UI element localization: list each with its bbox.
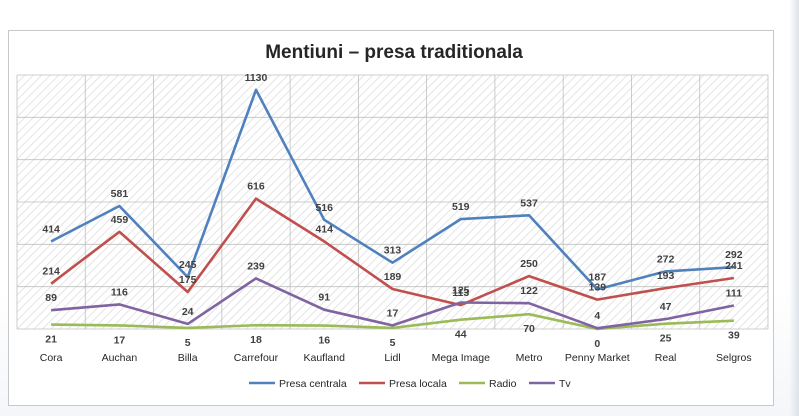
data-label: 111 bbox=[726, 288, 743, 300]
data-label: 519 bbox=[452, 201, 470, 213]
data-label: 5 bbox=[390, 337, 396, 349]
legend-item: Radio bbox=[459, 378, 517, 390]
legend-label: Tv bbox=[559, 378, 571, 390]
x-tick-label: Carrefour bbox=[234, 352, 279, 364]
data-label: 250 bbox=[520, 258, 538, 270]
x-tick-label: Selgros bbox=[716, 352, 752, 364]
x-tick-label: Cora bbox=[40, 352, 63, 364]
data-label: 21 bbox=[45, 334, 57, 346]
data-label: 537 bbox=[520, 197, 538, 209]
data-label: 24 bbox=[182, 306, 194, 318]
legend-item: Presa locala bbox=[359, 378, 447, 390]
data-label: 17 bbox=[387, 307, 399, 319]
data-label: 91 bbox=[318, 292, 330, 304]
data-label: 581 bbox=[111, 188, 129, 200]
x-axis-labels: Cora Auchan Billa Carrefour Kaufland Lidl Mega… bbox=[40, 352, 752, 364]
data-label: 193 bbox=[657, 270, 675, 282]
data-label: 214 bbox=[42, 266, 60, 278]
data-label: 292 bbox=[725, 249, 743, 261]
data-label: 5 bbox=[185, 337, 191, 349]
data-label: 39 bbox=[728, 330, 740, 342]
data-label: 17 bbox=[114, 334, 126, 346]
legend: Presa centrala Presa locala Radio Tv bbox=[249, 378, 571, 390]
data-label: 4 bbox=[594, 310, 600, 322]
legend-item: Tv bbox=[529, 378, 571, 390]
data-label: 245 bbox=[179, 259, 197, 271]
x-tick-label: Mega Image bbox=[432, 352, 491, 364]
data-label: 1130 bbox=[245, 72, 268, 84]
data-label: 18 bbox=[250, 334, 262, 346]
slide-edge bbox=[789, 0, 799, 416]
data-label: 239 bbox=[247, 260, 265, 272]
data-label: 313 bbox=[384, 245, 402, 257]
data-label: 616 bbox=[247, 181, 265, 193]
gridlines bbox=[16, 74, 769, 330]
data-label: 272 bbox=[657, 253, 675, 265]
x-tick-label: Kaufland bbox=[304, 352, 346, 364]
x-tick-label: Penny Market bbox=[565, 352, 630, 364]
data-label: 113 bbox=[452, 287, 469, 299]
data-label: 516 bbox=[315, 202, 333, 214]
series-line-tv bbox=[50, 277, 735, 330]
data-label: 89 bbox=[45, 292, 57, 304]
data-label: 414 bbox=[315, 223, 333, 235]
data-label: 139 bbox=[589, 282, 607, 294]
chart-frame: Mentiuni – presa traditionala 414 581 245 1… bbox=[8, 30, 774, 406]
data-label: 414 bbox=[42, 223, 60, 235]
data-label: 116 bbox=[111, 286, 128, 298]
data-label: 44 bbox=[455, 329, 467, 341]
legend-label: Presa centrala bbox=[279, 378, 347, 390]
data-label: 122 bbox=[520, 285, 538, 297]
legend-item: Presa centrala bbox=[249, 378, 347, 390]
data-label: 175 bbox=[179, 274, 197, 286]
data-label: 25 bbox=[660, 333, 672, 345]
legend-label: Presa locala bbox=[389, 378, 447, 390]
data-label: 187 bbox=[589, 271, 607, 283]
data-label: 16 bbox=[318, 335, 330, 347]
data-label: 70 bbox=[523, 323, 535, 335]
data-label: 189 bbox=[384, 271, 402, 283]
x-tick-label: Auchan bbox=[102, 352, 138, 364]
data-label: 241 bbox=[725, 260, 743, 272]
series-line-presa-locala bbox=[50, 197, 735, 307]
x-tick-label: Billa bbox=[178, 352, 198, 364]
line-chart: Mentiuni – presa traditionala 4145812451… bbox=[16, 42, 769, 390]
chart-title: Mentiuni – presa traditionala bbox=[265, 42, 523, 63]
series-lines bbox=[50, 88, 735, 331]
data-label: 47 bbox=[660, 301, 672, 313]
series-line-radio bbox=[51, 312, 734, 331]
x-tick-label: Lidl bbox=[384, 352, 400, 364]
legend-label: Radio bbox=[489, 378, 517, 390]
data-label: 0 bbox=[594, 338, 600, 350]
data-label: 459 bbox=[111, 214, 129, 226]
series-line-presa-centrala bbox=[50, 88, 734, 291]
data-label: 125 bbox=[452, 285, 470, 297]
x-tick-label: Real bbox=[655, 352, 677, 364]
x-tick-label: Metro bbox=[516, 352, 543, 364]
